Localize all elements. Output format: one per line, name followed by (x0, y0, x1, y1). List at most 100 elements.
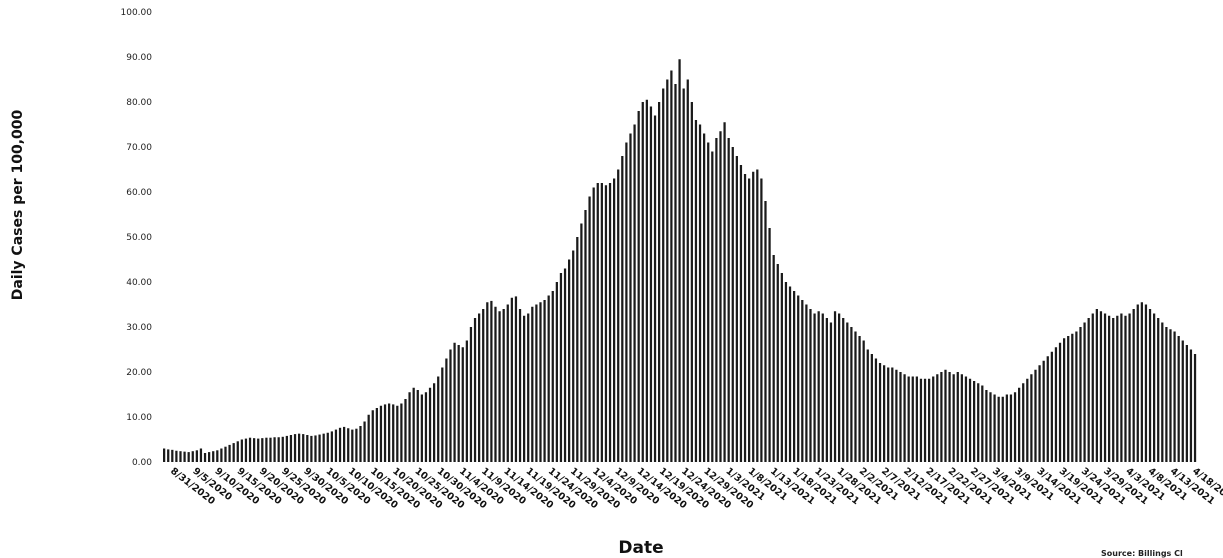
bar (371, 410, 374, 462)
bar (588, 196, 591, 462)
bar (220, 448, 223, 462)
bar (1099, 311, 1103, 462)
bar (1144, 304, 1148, 462)
bar (347, 428, 350, 462)
bar (269, 437, 272, 462)
bar (629, 133, 632, 462)
bar (1136, 304, 1139, 462)
bar (183, 451, 186, 462)
bar (764, 201, 767, 462)
bar (1071, 333, 1074, 462)
bar (985, 390, 988, 462)
bar (964, 376, 968, 462)
bar (265, 437, 268, 462)
bar (932, 376, 935, 462)
bar (633, 124, 636, 462)
bar (1079, 327, 1082, 462)
bar (1128, 313, 1131, 462)
bar (1063, 338, 1066, 462)
bar (449, 349, 452, 462)
bar (1173, 331, 1176, 462)
bar (1148, 309, 1152, 462)
bar (1181, 340, 1184, 462)
bar (915, 376, 918, 462)
bar (502, 309, 505, 462)
bar (236, 441, 239, 462)
bar (825, 318, 828, 462)
bar (457, 345, 460, 462)
bar (355, 428, 358, 462)
bar (212, 451, 215, 462)
bar (780, 273, 783, 462)
bar (686, 79, 689, 462)
bar (907, 376, 910, 462)
bar (277, 437, 280, 462)
bar (653, 115, 657, 462)
bar (952, 374, 955, 462)
bar (388, 403, 391, 462)
bar (670, 70, 673, 462)
y-axis-ticks: 0.00 10.00 20.00 30.00 40.00 50.00 60.00 70.00 8… (121, 8, 153, 468)
bar (478, 313, 481, 462)
bar (494, 306, 497, 462)
x-axis-title: Date (618, 538, 663, 558)
bar (858, 336, 861, 462)
bar (1108, 315, 1111, 462)
bar (224, 446, 227, 462)
bar (784, 282, 788, 462)
bar (232, 443, 235, 462)
bar (743, 174, 747, 462)
bar (1124, 315, 1127, 462)
bar (559, 273, 563, 462)
bar (359, 426, 362, 462)
bar (1022, 383, 1025, 462)
bar (175, 450, 178, 462)
y-tick-label: 100.00 (121, 8, 153, 18)
bar (187, 452, 190, 462)
bar (739, 165, 743, 462)
bar (293, 434, 297, 462)
bar (514, 296, 518, 462)
y-tick-label: 70.00 (126, 143, 152, 153)
bar (334, 429, 338, 462)
bar (367, 414, 370, 462)
bar (437, 376, 440, 462)
bar (1026, 378, 1029, 462)
bar (253, 438, 256, 462)
bar (829, 322, 833, 462)
bar (518, 309, 522, 462)
bar (547, 295, 550, 462)
bar (1132, 309, 1135, 462)
bar (793, 291, 796, 462)
bar (641, 102, 644, 462)
bar (809, 309, 812, 462)
bar (690, 102, 693, 462)
bar (469, 327, 473, 462)
bar (343, 426, 346, 462)
bar (613, 178, 616, 462)
bar (1165, 327, 1168, 462)
bar (412, 387, 415, 462)
bar (788, 286, 792, 462)
bar (621, 156, 624, 462)
y-tick-label: 20.00 (126, 368, 152, 378)
bar (940, 372, 943, 462)
bar (428, 387, 432, 462)
bar (694, 120, 698, 462)
bar (1153, 313, 1156, 462)
bar (731, 147, 734, 462)
bar (203, 453, 207, 462)
bar (424, 392, 428, 462)
bar (482, 309, 485, 462)
bar (285, 435, 288, 462)
bar (936, 374, 939, 462)
bar (416, 390, 419, 462)
bar (289, 435, 293, 462)
bar (257, 438, 260, 462)
bar (903, 374, 906, 462)
bar (707, 142, 710, 462)
bar (895, 369, 898, 462)
bar (441, 367, 444, 462)
bar (1169, 329, 1172, 462)
